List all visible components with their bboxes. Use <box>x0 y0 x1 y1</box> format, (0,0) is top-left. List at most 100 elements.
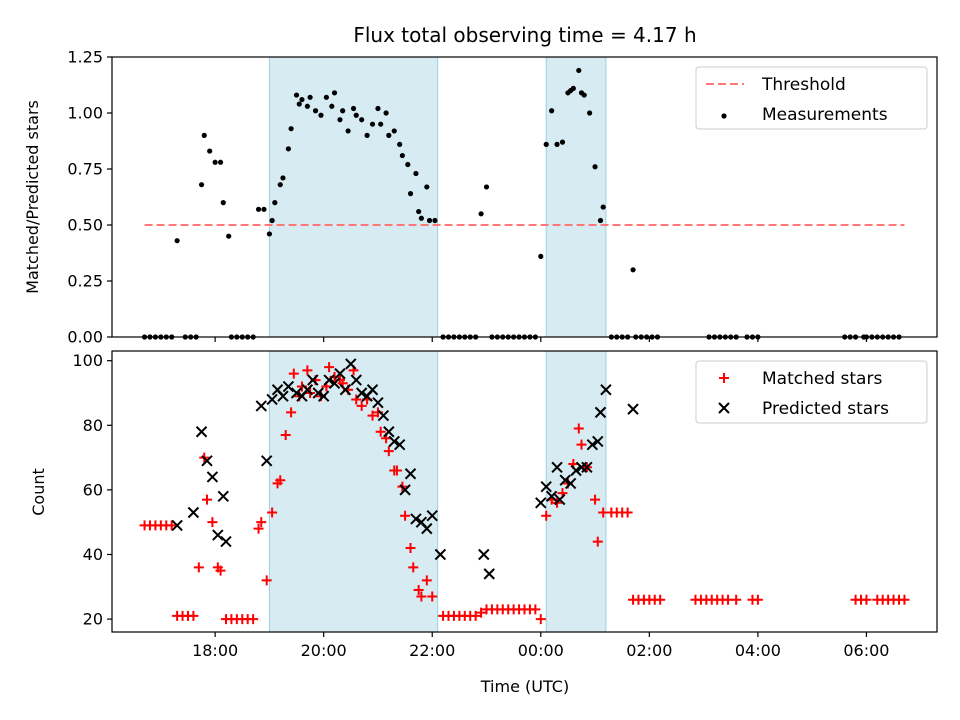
legend-label: Measurements <box>762 105 888 125</box>
data-point <box>427 591 438 602</box>
data-point <box>483 568 495 580</box>
data-point <box>655 594 666 605</box>
data-point <box>393 438 406 451</box>
data-point <box>260 455 273 467</box>
bottom-series-predicted-stars <box>171 358 639 580</box>
data-point <box>399 152 405 159</box>
data-point <box>581 92 587 98</box>
top-y-tick-label: 0.75 <box>67 160 103 179</box>
top-panel: 0.00 0.25 0.50 0.75 1.00 1.25 Threshold Measure… <box>67 48 938 347</box>
bottom-axes-frame <box>111 350 938 633</box>
data-point <box>383 110 389 116</box>
data-point <box>421 522 433 535</box>
data-point <box>372 396 384 409</box>
bottom-shaded-interval <box>268 350 439 633</box>
data-point <box>388 435 400 448</box>
data-point <box>285 146 291 152</box>
top-shaded-interval <box>268 56 439 338</box>
data-point <box>622 507 633 518</box>
data-point <box>286 407 297 418</box>
x-axis-label: Time (UTC) <box>480 677 569 696</box>
top-axes-frame <box>111 56 938 338</box>
data-point <box>369 121 376 127</box>
data-point <box>307 94 313 100</box>
data-point <box>220 535 232 548</box>
data-point <box>288 368 299 379</box>
data-point <box>201 494 212 505</box>
data-point <box>302 365 313 376</box>
x-tick-label: 02:00 <box>626 641 672 660</box>
data-point <box>592 435 604 448</box>
data-point <box>277 182 283 188</box>
data-point <box>217 159 224 165</box>
data-point <box>386 132 392 138</box>
data-point <box>188 610 199 621</box>
x-tick-label: 18:00 <box>192 641 238 660</box>
data-point <box>356 400 367 411</box>
data-point <box>198 182 205 188</box>
data-point <box>267 507 278 518</box>
data-point <box>317 390 330 402</box>
data-point <box>366 384 379 396</box>
data-point <box>255 206 262 212</box>
data-point <box>350 374 362 386</box>
data-point <box>600 204 606 210</box>
data-point <box>359 117 365 123</box>
legend-marker <box>721 113 727 119</box>
data-point <box>559 139 566 145</box>
data-point <box>261 206 267 212</box>
data-point <box>478 211 484 217</box>
bottom-y-tick-label: 60 <box>83 480 103 499</box>
data-point <box>538 253 544 259</box>
data-point <box>206 471 219 483</box>
data-point <box>364 132 370 138</box>
top-y-tick-label: 0.25 <box>67 272 103 291</box>
data-point <box>282 380 295 393</box>
data-point <box>171 519 183 532</box>
data-point <box>304 103 310 109</box>
legend-label: Threshold <box>761 75 846 95</box>
data-point <box>212 159 218 165</box>
data-point <box>318 112 324 118</box>
data-point <box>581 461 593 473</box>
data-point <box>587 110 593 116</box>
data-point <box>280 429 291 440</box>
data-point <box>277 390 289 402</box>
data-point <box>530 604 541 615</box>
legend-label: Predicted stars <box>762 399 889 419</box>
bottom-panel: 20 40 60 80 100 18:00 20:00 22:00 00:00 02:00 04:0… <box>72 350 938 660</box>
data-point <box>174 238 180 244</box>
data-point <box>554 141 560 147</box>
bottom-y-tick-label: 20 <box>83 610 103 629</box>
data-point <box>592 164 598 170</box>
x-tick-label: 22:00 <box>409 641 455 660</box>
data-point <box>731 594 742 605</box>
data-point <box>752 594 763 605</box>
data-point <box>312 108 319 114</box>
data-point <box>339 384 352 396</box>
data-point <box>426 510 438 522</box>
legend-label: Matched stars <box>762 369 882 389</box>
data-point <box>421 575 432 586</box>
data-point <box>383 426 395 438</box>
data-point <box>301 384 314 396</box>
x-tick-label: 06:00 <box>843 641 889 660</box>
data-point <box>594 406 607 419</box>
data-point <box>293 92 300 98</box>
x-tick-label: 04:00 <box>735 641 781 660</box>
data-point <box>586 438 599 451</box>
bottom-y-tick-label: 100 <box>72 351 103 370</box>
bottom-y-axis-label: Count <box>29 468 48 516</box>
data-point <box>217 490 229 503</box>
data-point <box>226 233 232 239</box>
data-point <box>288 126 294 132</box>
data-point <box>323 94 329 100</box>
top-legend: Threshold Measurements <box>695 66 928 130</box>
data-point <box>564 477 577 490</box>
data-point <box>280 175 286 181</box>
top-shaded-interval <box>545 56 607 338</box>
data-point <box>331 90 338 96</box>
data-point <box>201 455 213 467</box>
data-point <box>220 200 226 206</box>
